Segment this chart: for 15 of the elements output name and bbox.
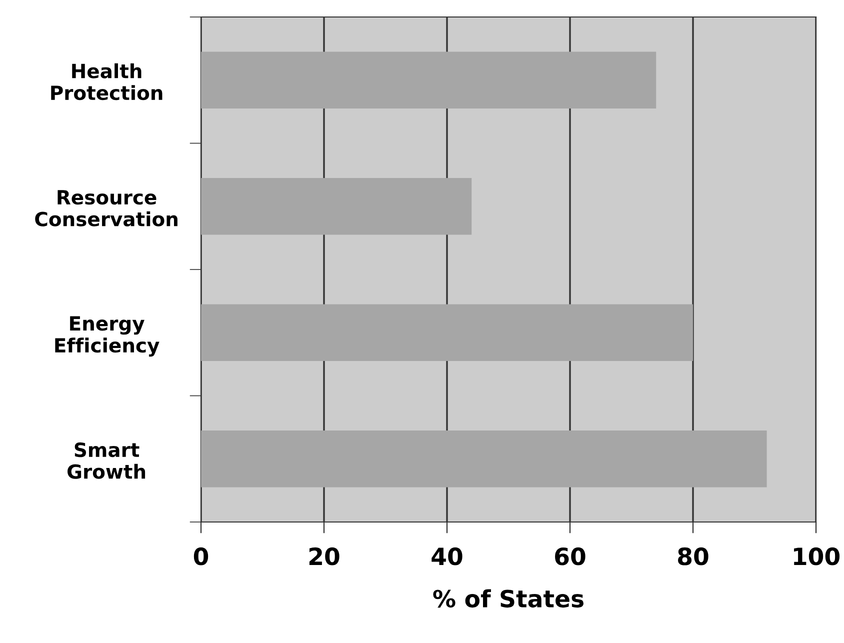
y-tick-label: Resource Conservation: [35, 190, 178, 226]
bar: [201, 52, 656, 109]
bar: [201, 178, 472, 235]
x-tick-label: 80: [678, 547, 708, 566]
x-tick-label: 20: [309, 547, 340, 566]
x-tick-label: 0: [194, 547, 208, 566]
bar: [201, 304, 693, 362]
x-tick-label: 100: [794, 547, 840, 566]
y-tick-label: Energy Efficiency: [55, 316, 160, 357]
y-tick-label: Health Protection: [51, 63, 162, 100]
x-axis-title: % of States: [433, 589, 584, 608]
y-tick-label: Smart Growth: [68, 442, 146, 479]
bar: [201, 430, 767, 488]
x-tick-label: 60: [555, 547, 586, 566]
x-tick-label: 40: [432, 547, 462, 566]
